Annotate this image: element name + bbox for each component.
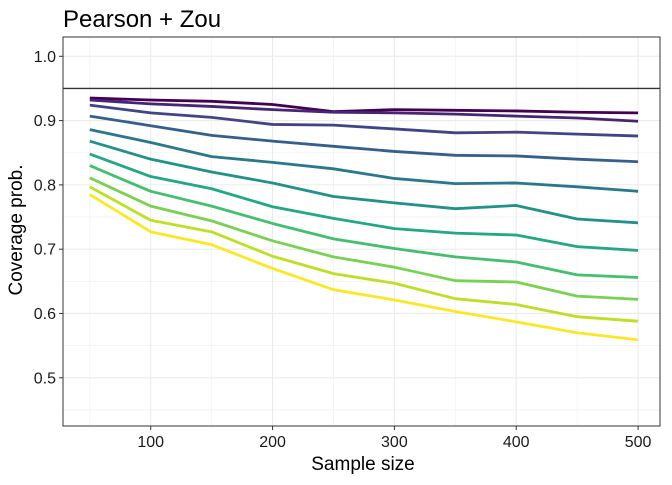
series-line-5 bbox=[89, 128, 639, 193]
series-line-10 bbox=[89, 185, 639, 323]
y-axis: 0.5 0.6 0.7 0.8 0.9 1.0 bbox=[34, 49, 63, 387]
y-tick-label: 0.7 bbox=[34, 242, 56, 259]
chart-title: Pearson + Zou bbox=[63, 6, 221, 33]
series-line-8 bbox=[89, 164, 639, 279]
series-line-4 bbox=[89, 114, 639, 164]
x-axis: 100 200 300 400 500 bbox=[137, 426, 652, 451]
x-tick-label: 300 bbox=[381, 434, 408, 451]
x-axis-title: Sample size bbox=[311, 454, 415, 475]
series-line-2 bbox=[89, 98, 639, 123]
x-tick-label: 500 bbox=[625, 434, 652, 451]
series-line-11 bbox=[89, 193, 639, 342]
y-tick-label: 0.5 bbox=[34, 370, 56, 387]
y-tick-label: 1.0 bbox=[34, 49, 56, 66]
series-line-7 bbox=[89, 152, 639, 252]
y-tick-label: 0.9 bbox=[34, 113, 56, 130]
y-axis-title: Coverage prob. bbox=[6, 165, 27, 296]
y-tick-label: 0.6 bbox=[34, 306, 56, 323]
y-tick-label: 0.8 bbox=[34, 177, 56, 194]
series-line-1 bbox=[89, 96, 639, 115]
series-line-3 bbox=[89, 103, 639, 138]
plot-panel-border bbox=[62, 36, 661, 427]
series-group bbox=[89, 96, 639, 342]
x-tick-label: 100 bbox=[137, 434, 164, 451]
series-line-9 bbox=[89, 176, 639, 301]
x-tick-label: 200 bbox=[259, 434, 286, 451]
series-line-6 bbox=[89, 139, 639, 225]
x-tick-label: 400 bbox=[503, 434, 530, 451]
